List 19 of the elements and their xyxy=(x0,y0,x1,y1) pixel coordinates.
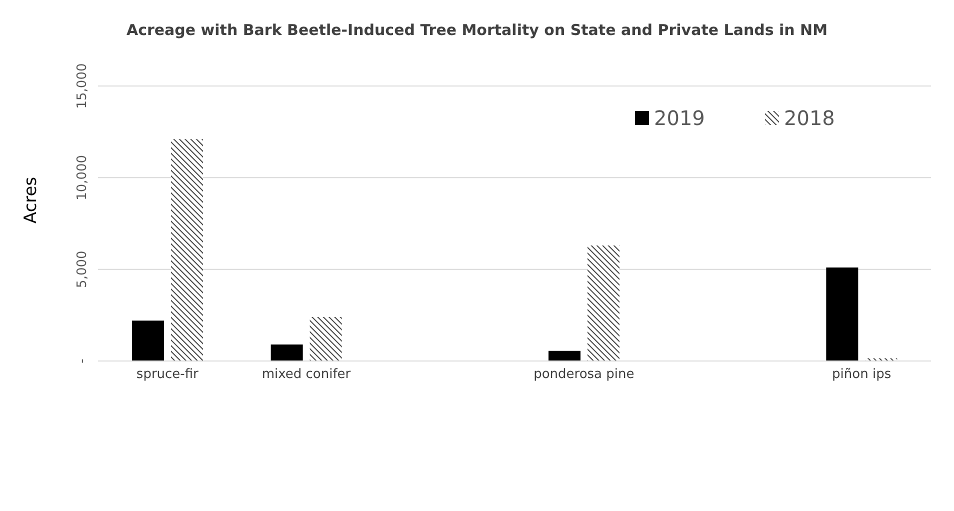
x-tick-label: spruce-fir xyxy=(136,367,200,382)
x-tick-label: piñon ips xyxy=(832,367,892,382)
chart-title: Acreage with Bark Beetle-Induced Tree Mortality on State and Private Lands in NM xyxy=(126,21,828,39)
bar xyxy=(548,350,580,361)
x-tick-label: mixed conifer xyxy=(262,367,352,382)
bar xyxy=(310,317,342,361)
y-axis-title: Acres xyxy=(21,176,42,224)
y-tick-label: 5,000 xyxy=(75,250,90,288)
bar xyxy=(826,268,858,361)
bar xyxy=(171,139,203,361)
x-tick-label: ponderosa pine xyxy=(534,367,634,382)
y-tick-label: - xyxy=(75,358,90,364)
y-tick-label: 10,000 xyxy=(75,154,90,200)
legend-label: 2018 xyxy=(784,106,835,130)
y-tick-label: 15,000 xyxy=(75,63,90,109)
bar xyxy=(270,344,303,361)
bar xyxy=(132,320,164,361)
legend-label: 2019 xyxy=(654,106,705,130)
bar xyxy=(588,246,620,361)
